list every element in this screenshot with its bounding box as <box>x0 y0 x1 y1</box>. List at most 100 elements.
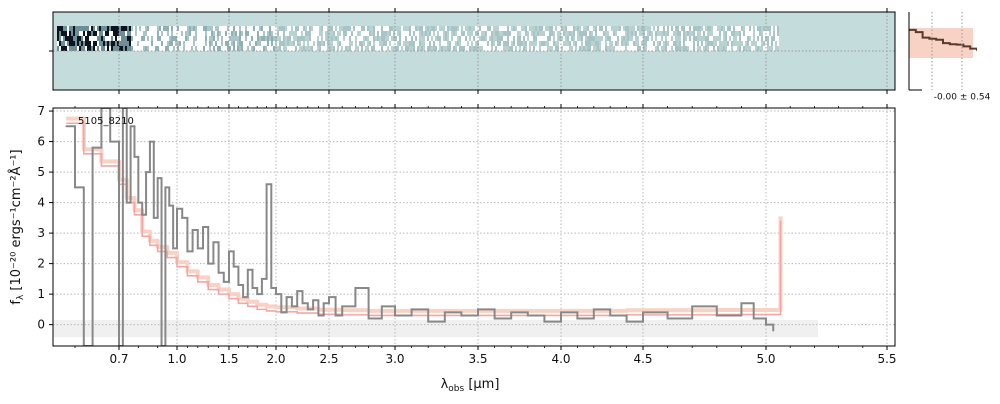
trace-pixel <box>521 46 523 51</box>
trace-pixel <box>565 41 567 46</box>
trace-pixel <box>695 31 697 36</box>
trace-pixel <box>363 26 365 31</box>
trace-pixel <box>491 41 493 46</box>
trace-pixel <box>607 31 609 36</box>
trace-pixel <box>563 31 565 36</box>
trace-pixel <box>535 36 537 41</box>
trace-pixel <box>479 26 481 31</box>
trace-pixel <box>545 46 547 51</box>
observed-point <box>223 281 225 283</box>
trace-pixel <box>95 46 97 51</box>
trace-pixel <box>441 26 443 31</box>
trace-pixel <box>179 26 181 31</box>
trace-pixel <box>771 36 773 41</box>
trace-pixel <box>475 46 477 51</box>
y-axis-label: fλ [10⁻²⁰ ergs⁻¹cm⁻²Å⁻¹] <box>8 149 26 304</box>
trace-pixel <box>417 41 419 46</box>
trace-pixel <box>109 26 111 31</box>
trace-pixel <box>405 46 407 51</box>
trace-pixel <box>761 31 763 36</box>
trace-pixel <box>645 26 647 31</box>
trace-pixel <box>555 26 557 31</box>
trace-pixel <box>693 26 695 31</box>
trace-pixel <box>729 46 731 51</box>
trace-pixel <box>369 36 371 41</box>
trace-pixel <box>729 26 731 31</box>
trace-pixel <box>539 31 541 36</box>
trace-pixel <box>333 46 335 51</box>
trace-pixel <box>349 41 351 46</box>
trace-pixel <box>171 41 173 46</box>
trace-pixel <box>727 36 729 41</box>
trace-pixel <box>391 31 393 36</box>
trace-pixel <box>255 36 257 41</box>
trace-pixel <box>481 46 483 51</box>
trace-pixel <box>187 31 189 36</box>
trace-pixel <box>483 31 485 36</box>
trace-pixel <box>747 41 749 46</box>
trace-pixel <box>361 36 363 41</box>
trace-pixel <box>87 31 89 36</box>
trace-pixel <box>427 26 429 31</box>
trace-pixel <box>373 26 375 31</box>
trace-pixel <box>597 41 599 46</box>
trace-pixel <box>387 36 389 41</box>
trace-pixel <box>537 26 539 31</box>
trace-pixel <box>193 41 195 46</box>
trace-pixel <box>379 31 381 36</box>
trace-pixel <box>717 31 719 36</box>
trace-pixel <box>407 26 409 31</box>
trace-pixel <box>611 31 613 36</box>
trace-pixel <box>731 46 733 51</box>
trace-pixel <box>771 46 773 51</box>
trace-pixel <box>225 31 227 36</box>
observed-point <box>202 226 204 228</box>
trace-pixel <box>365 46 367 51</box>
trace-pixel <box>279 41 281 46</box>
trace-pixel <box>475 26 477 31</box>
trace-pixel <box>349 46 351 51</box>
trace-pixel <box>639 31 641 36</box>
trace-pixel <box>575 31 577 36</box>
trace-pixel <box>563 46 565 51</box>
trace-pixel <box>557 31 559 36</box>
trace-pixel <box>295 26 297 31</box>
trace-pixel <box>663 41 665 46</box>
trace-pixel <box>151 31 153 36</box>
trace-pixel <box>371 36 373 41</box>
trace-pixel <box>433 46 435 51</box>
trace-pixel <box>655 31 657 36</box>
trace-pixel <box>721 26 723 31</box>
trace-pixel <box>173 31 175 36</box>
trace-pixel <box>645 31 647 36</box>
trace-pixel <box>347 26 349 31</box>
trace-pixel <box>75 31 77 36</box>
trace-pixel <box>581 36 583 41</box>
trace-pixel <box>233 46 235 51</box>
trace-pixel <box>307 46 309 51</box>
trace-pixel <box>453 46 455 51</box>
trace-pixel <box>399 31 401 36</box>
trace-pixel <box>201 36 203 41</box>
trace-pixel <box>165 26 167 31</box>
trace-pixel <box>725 36 727 41</box>
trace-pixel <box>681 31 683 36</box>
trace-pixel <box>239 26 241 31</box>
x-axis-label-unit: [μm] <box>464 377 499 392</box>
trace-pixel <box>345 26 347 31</box>
trace-pixel <box>201 26 203 31</box>
spectrum-1d-panel: 0.7 1.0 1.5 2.0 2.5 3.0 3.5 4.0 4.5 5.0 5.5 012345… <box>37 104 897 366</box>
trace-pixel <box>315 41 317 46</box>
trace-pixel <box>673 36 675 41</box>
trace-pixel <box>257 41 259 46</box>
x-tick-label: 3.5 <box>468 352 487 366</box>
trace-pixel <box>757 41 759 46</box>
trace-pixel <box>109 41 111 46</box>
trace-pixel <box>545 26 547 31</box>
trace-pixel <box>389 36 391 41</box>
trace-pixel <box>445 31 447 36</box>
trace-pixel <box>505 46 507 51</box>
trace-pixel <box>607 26 609 31</box>
trace-pixel <box>199 41 201 46</box>
trace-pixel <box>89 46 91 51</box>
